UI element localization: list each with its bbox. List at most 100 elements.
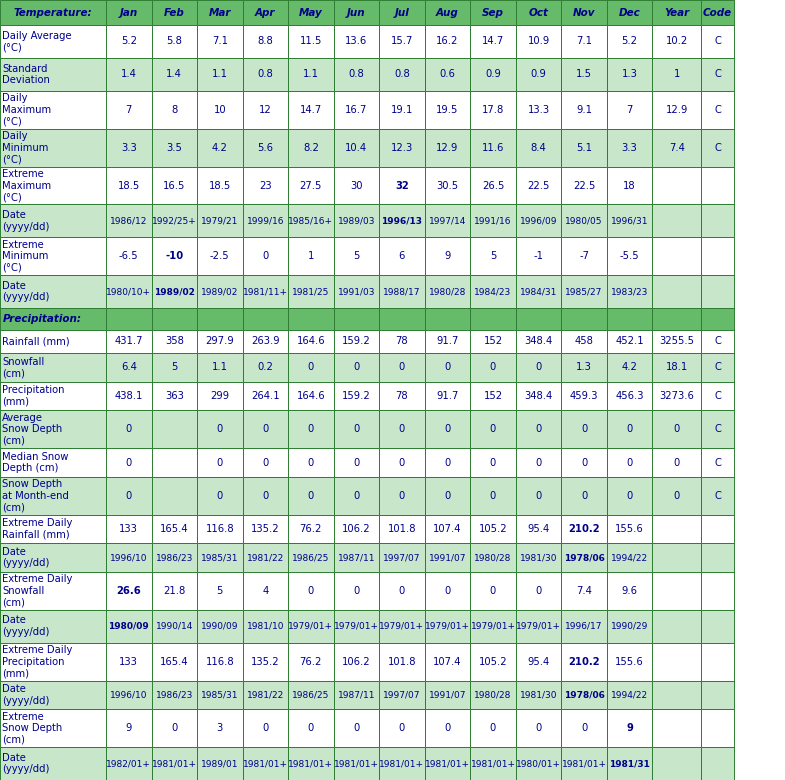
Text: 133: 133 [119,657,138,667]
Text: 1986/23: 1986/23 [155,690,193,700]
Bar [288,330,334,353]
Text: 12.3: 12.3 [391,143,413,153]
Bar [152,643,197,681]
Bar [425,25,470,58]
Text: 15.7: 15.7 [391,37,413,47]
Bar [243,448,288,477]
Bar [197,25,243,58]
Bar [561,0,607,25]
Bar [470,643,516,681]
Text: 264.1: 264.1 [251,391,279,401]
Bar [561,330,607,353]
Bar [425,330,470,353]
Bar [152,681,197,709]
Text: Date
(yyyy/dd): Date (yyyy/dd) [2,547,49,569]
Text: 0: 0 [535,586,542,596]
Bar [197,308,243,330]
Text: 3: 3 [217,723,223,733]
Text: 0: 0 [399,424,405,434]
Bar [197,515,243,544]
Bar [379,643,425,681]
Text: 106.2: 106.2 [342,524,371,534]
Bar [288,90,334,129]
Bar [379,747,425,780]
Bar [0,330,106,353]
Bar [379,381,425,410]
Bar [470,544,516,572]
Bar [243,747,288,780]
Text: Extreme
Minimum
(°C): Extreme Minimum (°C) [2,239,49,273]
Bar [288,610,334,643]
Text: 1989/02: 1989/02 [154,287,195,296]
Bar [470,515,516,544]
Bar [652,477,701,515]
Text: 1981/31: 1981/31 [609,759,650,768]
Text: 10.4: 10.4 [345,143,367,153]
Bar [607,308,652,330]
Bar [243,681,288,709]
Text: 210.2: 210.2 [568,524,600,534]
Bar [106,477,152,515]
Bar [0,58,106,90]
Bar [0,747,106,780]
Text: 1.1: 1.1 [212,69,228,80]
Bar [425,448,470,477]
Text: 8.8: 8.8 [257,37,273,47]
Text: 4: 4 [262,586,268,596]
Text: 1996/10: 1996/10 [110,690,148,700]
Bar [106,709,152,747]
Text: 1979/01+: 1979/01+ [516,622,561,631]
Bar [425,381,470,410]
Bar [425,129,470,167]
Text: 76.2: 76.2 [300,657,322,667]
Text: 12.9: 12.9 [666,105,688,115]
Text: 0: 0 [353,491,360,501]
Bar [516,643,561,681]
Bar [470,204,516,237]
Bar [652,515,701,544]
Bar [243,709,288,747]
Bar [288,709,334,747]
Bar [197,275,243,308]
Text: 10: 10 [214,105,226,115]
Bar [0,709,106,747]
Bar [607,572,652,610]
Bar [379,275,425,308]
Bar [701,643,734,681]
Bar [379,25,425,58]
Bar [288,572,334,610]
Text: 1978/06: 1978/06 [564,690,604,700]
Text: 0: 0 [626,458,633,467]
Bar [652,747,701,780]
Bar [106,308,152,330]
Bar [607,25,652,58]
Bar [652,58,701,90]
Bar [607,477,652,515]
Text: 1991/16: 1991/16 [474,216,512,225]
Text: 1996/17: 1996/17 [565,622,603,631]
Text: 0: 0 [399,363,405,373]
Text: 22.5: 22.5 [573,180,595,190]
Text: 1979/01+: 1979/01+ [334,622,379,631]
Text: 0: 0 [217,491,223,501]
Bar [425,681,470,709]
Text: 0.9: 0.9 [485,69,501,80]
Text: 19.1: 19.1 [391,105,413,115]
Bar [243,410,288,448]
Bar [701,275,734,308]
Bar [197,0,243,25]
Bar [470,330,516,353]
Text: 14.7: 14.7 [482,37,504,47]
Bar [652,25,701,58]
Bar [379,681,425,709]
Bar [652,448,701,477]
Bar [288,681,334,709]
Bar [379,58,425,90]
Text: 1981/10: 1981/10 [246,622,284,631]
Bar [652,610,701,643]
Text: 1990/14: 1990/14 [155,622,193,631]
Bar [106,610,152,643]
Bar [288,275,334,308]
Text: 5.2: 5.2 [622,37,637,47]
Bar [197,58,243,90]
